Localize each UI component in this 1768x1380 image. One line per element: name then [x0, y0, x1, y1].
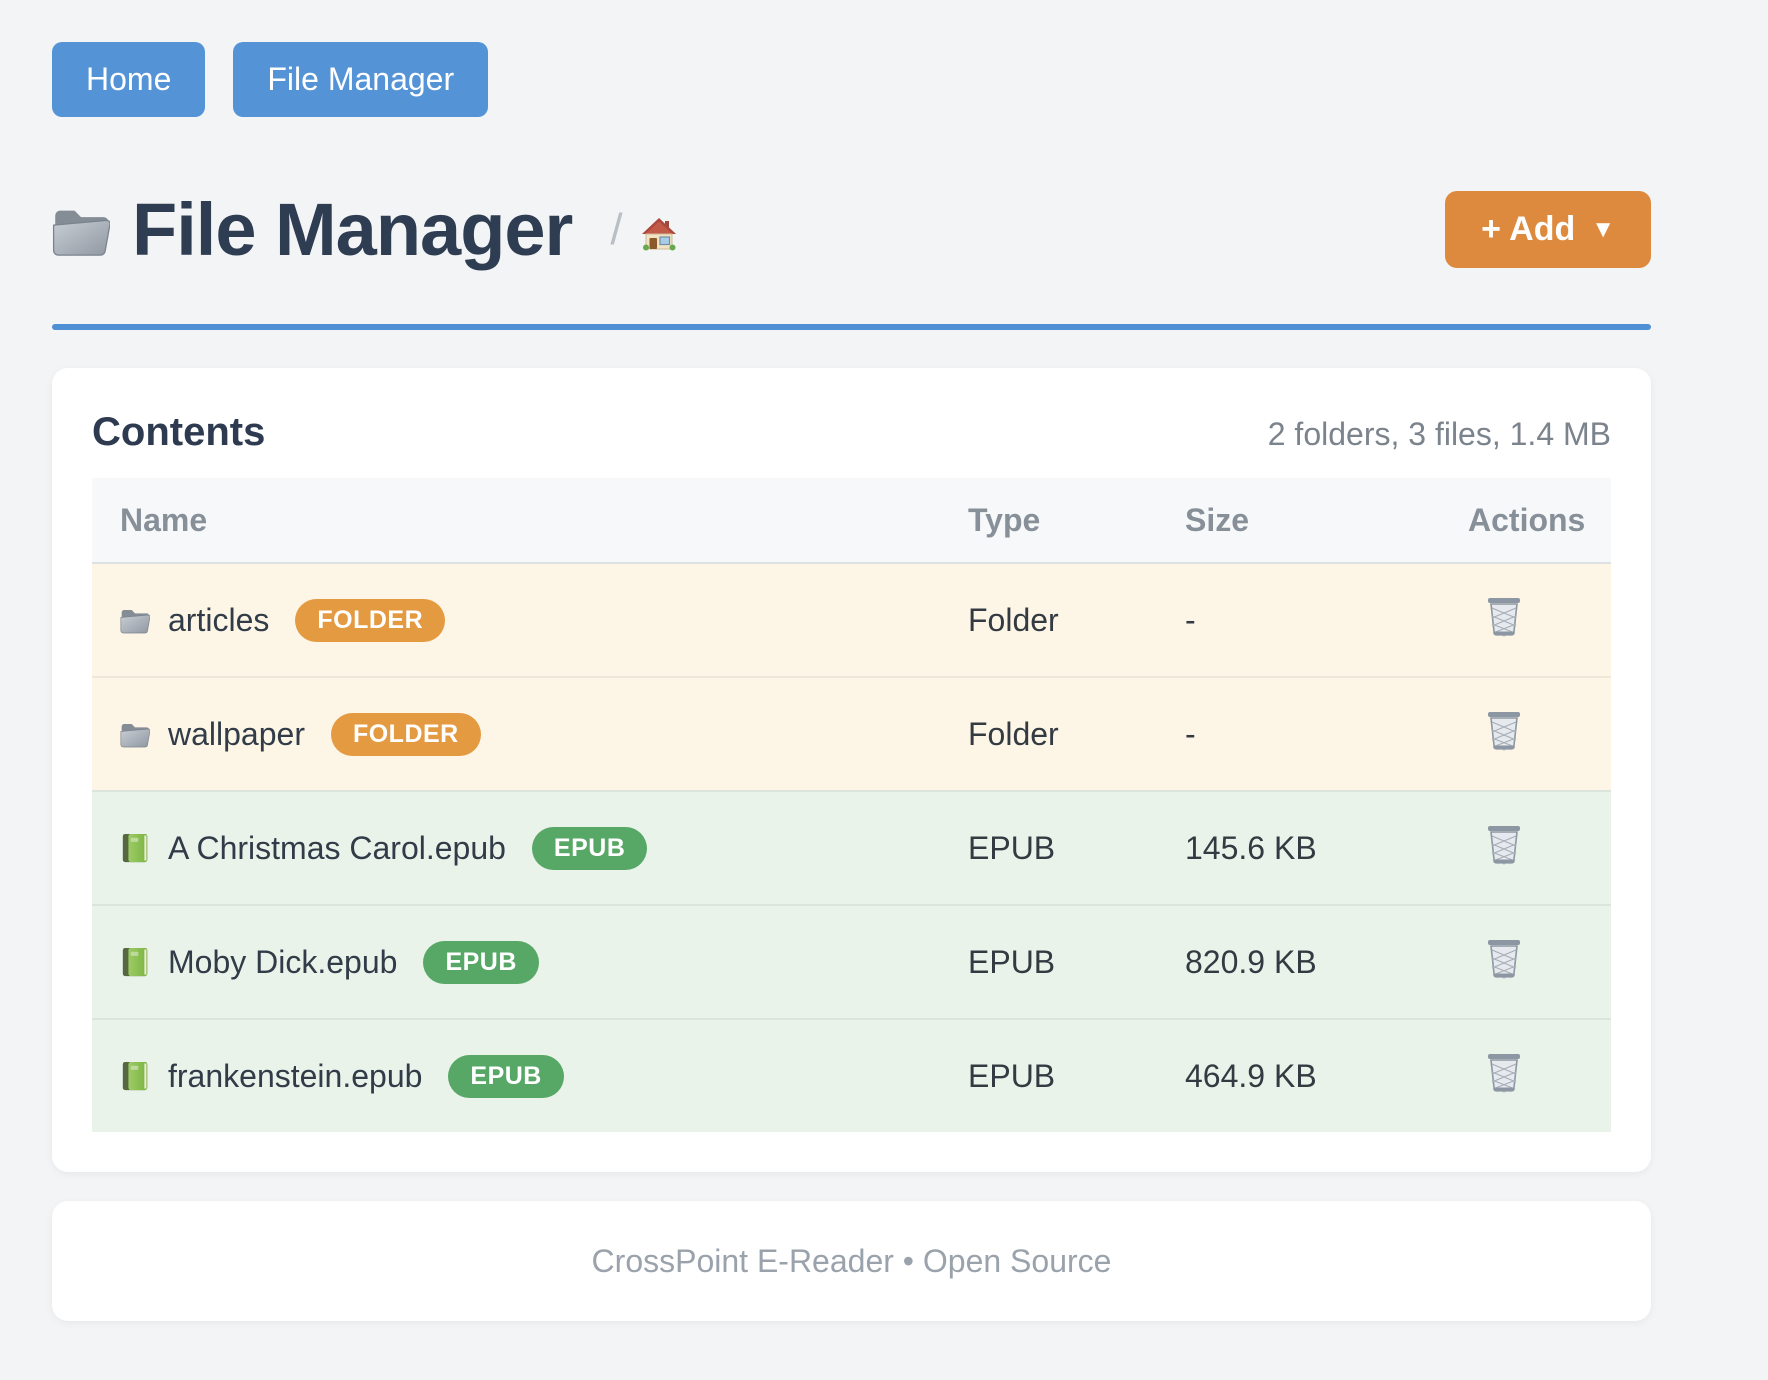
- book-icon: [122, 1061, 148, 1091]
- file-size: 820.9 KB: [1185, 943, 1317, 980]
- delete-button[interactable]: [1486, 595, 1522, 637]
- footer: CrossPoint E-Reader • Open Source: [52, 1201, 1651, 1321]
- page-container: Home File Manager File Manager / + Add ▼…: [52, 0, 1651, 1321]
- file-table: Name Type Size Actions articles FOLDER F…: [92, 478, 1611, 1132]
- file-type: EPUB: [968, 829, 1056, 866]
- footer-text: CrossPoint E-Reader • Open Source: [591, 1242, 1112, 1279]
- file-name[interactable]: wallpaper: [168, 715, 305, 752]
- top-nav: Home File Manager: [52, 0, 1651, 117]
- nav-file-manager-button[interactable]: File Manager: [233, 42, 489, 117]
- file-name[interactable]: A Christmas Carol.epub: [168, 829, 506, 866]
- file-type: EPUB: [968, 1057, 1056, 1094]
- contents-title: Contents: [92, 410, 266, 454]
- column-header-name: Name: [120, 501, 208, 538]
- file-size: -: [1185, 715, 1196, 752]
- contents-summary: 2 folders, 3 files, 1.4 MB: [1267, 416, 1611, 452]
- nav-home-button[interactable]: Home: [52, 42, 206, 117]
- breadcrumb-separator: /: [610, 204, 623, 254]
- delete-button[interactable]: [1486, 1051, 1522, 1093]
- file-type: Folder: [968, 715, 1059, 752]
- table-row: A Christmas Carol.epub EPUB EPUB 145.6 K…: [92, 790, 1611, 904]
- house-icon[interactable]: [640, 216, 677, 251]
- page-header: File Manager / + Add ▼: [52, 191, 1651, 268]
- delete-button[interactable]: [1486, 823, 1522, 865]
- file-size: 464.9 KB: [1185, 1057, 1317, 1094]
- contents-card: Contents 2 folders, 3 files, 1.4 MB Name…: [52, 368, 1651, 1172]
- table-row: wallpaper FOLDER Folder -: [92, 676, 1611, 790]
- table-row: Moby Dick.epub EPUB EPUB 820.9 KB: [92, 904, 1611, 1018]
- contents-card-header: Contents 2 folders, 3 files, 1.4 MB: [92, 408, 1611, 456]
- delete-button[interactable]: [1486, 709, 1522, 751]
- trash-icon: [1487, 1053, 1521, 1093]
- folder-icon: [120, 723, 150, 748]
- file-size: -: [1185, 601, 1196, 638]
- table-row: frankenstein.epub EPUB EPUB 464.9 KB: [92, 1018, 1611, 1132]
- file-size: 145.6 KB: [1185, 829, 1317, 866]
- trash-icon: [1487, 711, 1521, 751]
- column-header-size: Size: [1185, 501, 1250, 538]
- file-type-badge: EPUB: [448, 1054, 564, 1098]
- trash-icon: [1487, 825, 1521, 865]
- table-header-row: Name Type Size Actions: [92, 478, 1611, 564]
- file-name[interactable]: articles: [168, 601, 270, 638]
- file-type: EPUB: [968, 943, 1056, 980]
- folder-icon: [120, 609, 150, 634]
- book-icon: [122, 947, 148, 977]
- file-name[interactable]: Moby Dick.epub: [168, 943, 398, 980]
- column-header-type: Type: [968, 501, 1041, 538]
- file-type: Folder: [968, 601, 1059, 638]
- file-type-badge: EPUB: [423, 940, 539, 984]
- add-button-label: + Add: [1481, 210, 1576, 248]
- trash-icon: [1487, 939, 1521, 979]
- folder-icon: [52, 209, 110, 256]
- delete-button[interactable]: [1486, 937, 1522, 979]
- column-header-actions: Actions: [1468, 501, 1586, 538]
- file-type-badge: FOLDER: [295, 598, 446, 642]
- file-type-badge: FOLDER: [330, 712, 481, 756]
- table-row: articles FOLDER Folder -: [92, 564, 1611, 676]
- chevron-down-icon: ▼: [1591, 215, 1615, 243]
- trash-icon: [1487, 597, 1521, 637]
- file-name[interactable]: frankenstein.epub: [168, 1057, 423, 1094]
- title-wrap: File Manager /: [52, 187, 1445, 271]
- page-title: File Manager: [132, 187, 573, 271]
- title-divider: [52, 324, 1651, 330]
- file-type-badge: EPUB: [531, 826, 648, 870]
- add-button[interactable]: + Add ▼: [1445, 191, 1651, 268]
- book-icon: [122, 833, 148, 863]
